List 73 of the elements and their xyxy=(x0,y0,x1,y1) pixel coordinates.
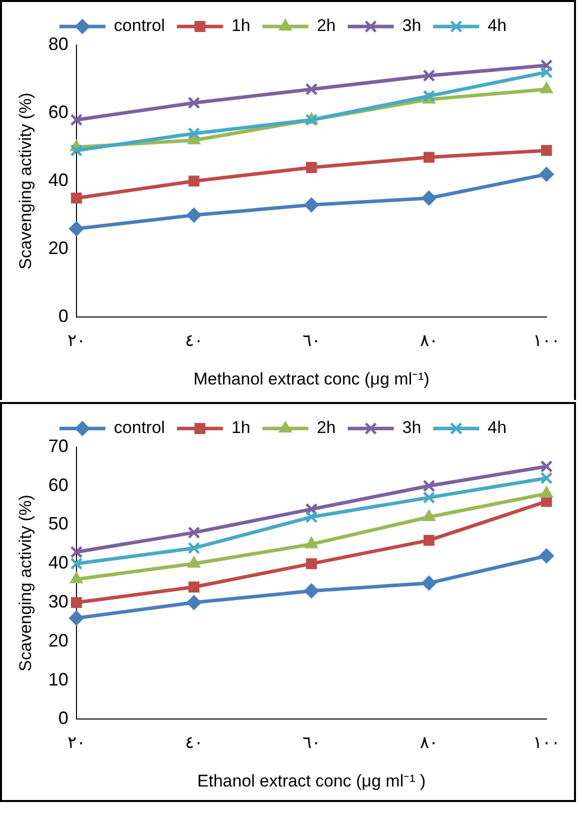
y-tick-label: 40 xyxy=(48,170,68,190)
point xyxy=(304,197,319,212)
point xyxy=(186,208,202,223)
point xyxy=(541,145,552,156)
y-tick-label: 20 xyxy=(48,630,68,650)
point xyxy=(188,96,200,110)
legend-label: 4h xyxy=(488,418,507,438)
y-tick-label: 40 xyxy=(48,552,68,573)
legend-label: control xyxy=(114,418,165,438)
legend-label: 3h xyxy=(402,418,422,438)
x-tick-label: ٤٠ xyxy=(184,331,203,350)
x-axis-title: Methanol extract conc (μg ml⁻¹) xyxy=(193,369,430,388)
y-tick-label: 50 xyxy=(48,514,68,534)
legend-label: 2h xyxy=(316,16,336,36)
y-tick-label: 60 xyxy=(48,102,68,122)
x-tick-label: ٢٠ xyxy=(67,733,86,752)
legend-label: 3h xyxy=(402,16,422,36)
y-tick-label: 80 xyxy=(48,34,68,54)
y-tick-label: 0 xyxy=(58,708,68,728)
point xyxy=(540,460,553,473)
point xyxy=(539,548,554,564)
point xyxy=(422,69,436,82)
point xyxy=(188,176,200,187)
legend-label: control xyxy=(114,16,165,36)
point xyxy=(305,83,318,96)
point xyxy=(540,66,553,78)
point xyxy=(188,526,200,539)
x-tick-label: ٤٠ xyxy=(184,733,203,752)
x-tick-label: ١٠٠ xyxy=(533,733,560,752)
x-tick-label: ٨٠ xyxy=(420,733,438,752)
legend-label: 1h xyxy=(231,418,250,438)
point xyxy=(188,542,200,554)
point xyxy=(70,597,82,608)
point xyxy=(68,221,84,236)
y-axis-title: Scavenging activity (%) xyxy=(16,494,35,672)
point xyxy=(539,166,554,182)
point xyxy=(70,144,83,157)
x-tick-label: ٦٠ xyxy=(302,733,320,752)
point xyxy=(186,595,202,610)
point xyxy=(422,491,436,504)
point xyxy=(424,534,434,546)
point xyxy=(70,557,83,570)
point xyxy=(188,582,200,592)
x-tick-label: ٦٠ xyxy=(302,331,320,350)
point xyxy=(306,162,317,173)
point xyxy=(421,190,436,206)
y-axis-title: Scavenging activity (%) xyxy=(16,92,35,270)
point xyxy=(421,576,436,591)
point xyxy=(70,114,83,126)
point xyxy=(188,127,200,140)
x-tick-label: ٢٠ xyxy=(67,331,86,350)
point xyxy=(306,558,317,570)
point xyxy=(305,114,318,126)
point xyxy=(68,610,84,626)
y-tick-label: 60 xyxy=(48,474,68,495)
point xyxy=(304,583,319,598)
point xyxy=(540,472,553,484)
y-tick-label: 30 xyxy=(48,592,68,612)
point xyxy=(70,192,82,204)
y-tick-label: 10 xyxy=(48,669,68,690)
legend-label: 4h xyxy=(488,16,507,36)
x-tick-label: ١٠٠ xyxy=(533,331,560,350)
x-axis-title: Ethanol extract conc (μg ml⁻¹ ) xyxy=(197,771,426,790)
point xyxy=(305,510,318,524)
y-tick-label: 20 xyxy=(48,238,68,258)
y-tick-label: 70 xyxy=(48,436,68,456)
x-tick-label: ٨٠ xyxy=(420,331,438,350)
y-tick-label: 0 xyxy=(58,306,68,326)
point xyxy=(422,480,436,492)
point xyxy=(424,152,434,163)
legend-label: 2h xyxy=(316,418,336,438)
legend-label: 1h xyxy=(231,16,250,36)
point xyxy=(70,546,83,558)
